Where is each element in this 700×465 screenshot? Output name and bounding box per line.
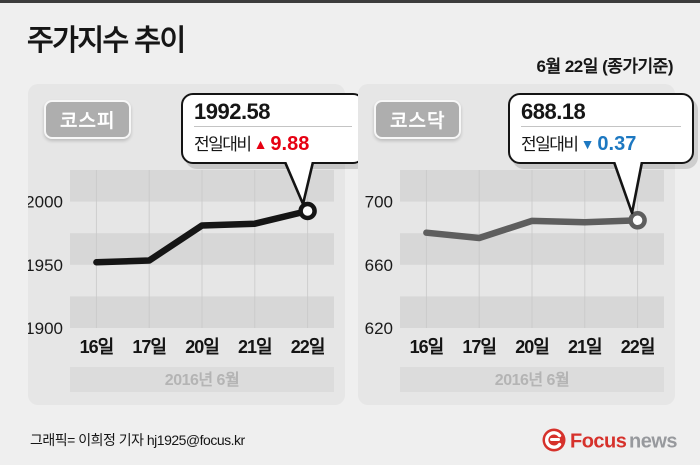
kosdaq-callout-tail (612, 162, 644, 215)
svg-text:700: 700 (365, 193, 393, 212)
callout-divider (521, 126, 681, 128)
svg-text:21일: 21일 (568, 337, 602, 357)
svg-text:2016년 6월: 2016년 6월 (165, 370, 239, 389)
logo-text-focus: Focus (570, 431, 627, 453)
kosdaq-badge: 코스닥 (374, 100, 462, 139)
kosdaq-callout-change-row: 전일대비 ▼ 0.37 (521, 130, 681, 156)
svg-text:2000: 2000 (28, 193, 63, 212)
svg-text:22일: 22일 (621, 337, 655, 357)
logo-text-news: news (629, 431, 677, 453)
svg-text:22일: 22일 (291, 337, 325, 357)
svg-text:21일: 21일 (238, 337, 272, 357)
page-title: 주가지수 추이 (27, 25, 186, 57)
kospi-callout-change-row: 전일대비 ▲ 9.88 (194, 130, 352, 156)
kosdaq-chart-svg: 16일 17일 20일 21일 22일 700 660 620 2016년 6월 (365, 170, 664, 392)
svg-text:1900: 1900 (28, 319, 63, 338)
focusnews-logo: Focus news (542, 428, 678, 453)
svg-text:620: 620 (365, 319, 393, 338)
kospi-change-label: 전일대비 (194, 135, 252, 155)
kospi-callout-value: 1992.58 (194, 99, 271, 124)
svg-text:16일: 16일 (410, 337, 444, 357)
kospi-callout-tail (283, 162, 315, 206)
kospi-callout: 1992.58 전일대비 ▲ 9.88 (181, 93, 365, 206)
callout-divider (194, 126, 352, 128)
svg-text:20일: 20일 (515, 337, 549, 357)
kospi-change-value: 9.88 (270, 133, 310, 156)
svg-text:17일: 17일 (132, 337, 166, 357)
kosdaq-change-value: 0.37 (597, 133, 637, 156)
kospi-chart-svg: 16일 17일 20일 21일 22일 2000 1950 1900 2016년 6월 (28, 170, 334, 392)
svg-text:17일: 17일 (462, 337, 496, 357)
kospi-badge: 코스피 (44, 100, 132, 139)
kospi-panel: 16일 17일 20일 21일 22일 2000 1950 1900 2016년 6월 코스피 … (28, 84, 365, 405)
svg-text:20일: 20일 (185, 337, 219, 357)
svg-text:660: 660 (365, 256, 393, 275)
svg-text:16일: 16일 (80, 337, 114, 357)
down-triangle-icon: ▼ (580, 136, 595, 153)
kosdaq-callout-value: 688.18 (521, 99, 586, 124)
focusnews-logo-mark (542, 428, 566, 452)
date-note: 6월 22일 (종가기준) (536, 57, 674, 76)
kosdaq-callout: 688.18 전일대비 ▼ 0.37 (508, 93, 694, 215)
kosdaq-change-label: 전일대비 (521, 135, 579, 155)
svg-text:2016년 6월: 2016년 6월 (495, 370, 569, 389)
top-accent-bar (0, 0, 700, 3)
graphic-credit: 그래픽= 이희정 기자 hj1925@focus.kr (30, 432, 245, 448)
svg-text:1950: 1950 (28, 256, 63, 275)
up-triangle-icon: ▲ (253, 136, 268, 153)
kosdaq-panel: 16일 17일 20일 21일 22일 700 660 620 2016년 6월 코스닥 688… (358, 84, 694, 405)
